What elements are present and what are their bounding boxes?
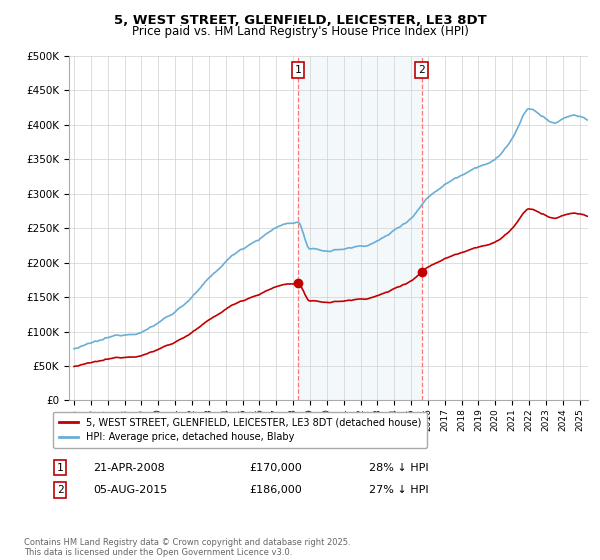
Text: 2: 2: [418, 65, 425, 75]
Text: 2: 2: [56, 485, 64, 495]
Text: 1: 1: [56, 463, 64, 473]
Text: 05-AUG-2015: 05-AUG-2015: [93, 485, 167, 495]
Text: Price paid vs. HM Land Registry's House Price Index (HPI): Price paid vs. HM Land Registry's House …: [131, 25, 469, 38]
Text: 27% ↓ HPI: 27% ↓ HPI: [369, 485, 428, 495]
Text: Contains HM Land Registry data © Crown copyright and database right 2025.
This d: Contains HM Land Registry data © Crown c…: [24, 538, 350, 557]
Text: £186,000: £186,000: [249, 485, 302, 495]
Text: 21-APR-2008: 21-APR-2008: [93, 463, 165, 473]
Text: £170,000: £170,000: [249, 463, 302, 473]
Text: 28% ↓ HPI: 28% ↓ HPI: [369, 463, 428, 473]
Text: 5, WEST STREET, GLENFIELD, LEICESTER, LE3 8DT: 5, WEST STREET, GLENFIELD, LEICESTER, LE…: [113, 14, 487, 27]
Legend: 5, WEST STREET, GLENFIELD, LEICESTER, LE3 8DT (detached house), HPI: Average pri: 5, WEST STREET, GLENFIELD, LEICESTER, LE…: [53, 412, 427, 448]
Text: 1: 1: [295, 65, 301, 75]
Bar: [298, 56, 422, 400]
